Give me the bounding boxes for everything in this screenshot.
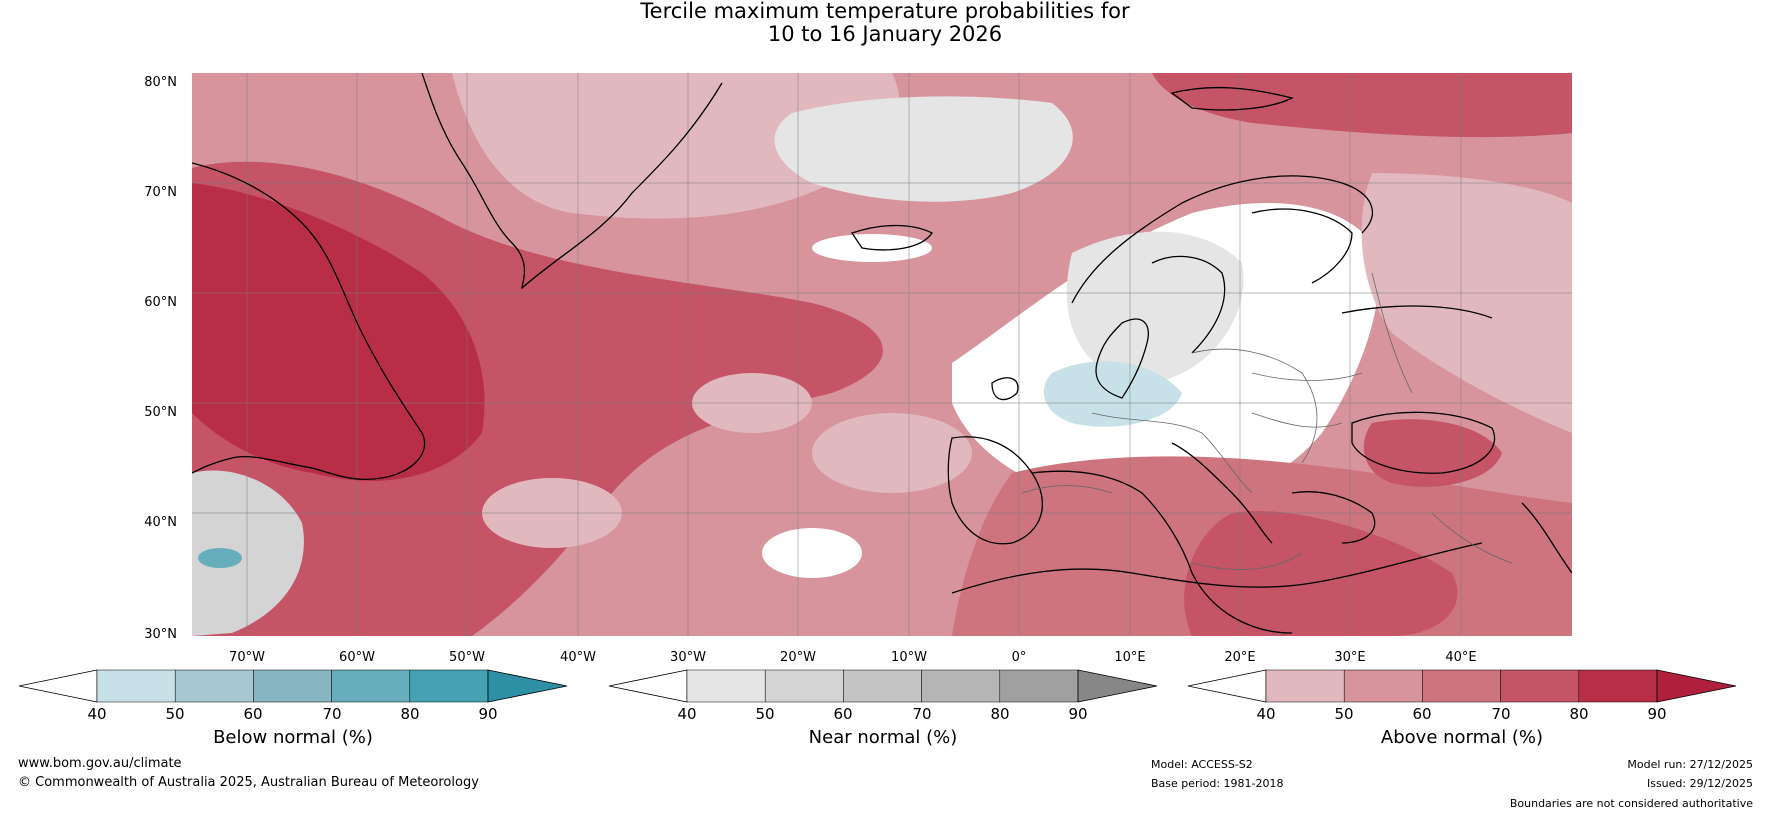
map-field-above-80 xyxy=(192,183,485,481)
legend-below-normal-swatch-2 xyxy=(174,669,254,703)
legend-above-normal-tick-90: 90 xyxy=(1647,705,1667,723)
legend-near-normal-tick-90: 90 xyxy=(1068,705,1088,723)
footer-issued: Issued: 29/12/2025 xyxy=(1646,777,1753,790)
longitude-label-40e: 40°E xyxy=(1445,650,1477,665)
legend-below-normal-tick-70: 70 xyxy=(322,705,342,723)
longitude-label-0: 0° xyxy=(1011,650,1027,665)
legend-above-normal-colorbar xyxy=(1187,669,1737,703)
legend-near-normal-colorbar xyxy=(608,669,1158,703)
legend-near-normal-extend-low xyxy=(608,669,688,703)
latitude-label-50n: 50°N xyxy=(144,405,177,420)
legend-above-normal-swatch-1 xyxy=(1265,669,1345,703)
legend-near-normal-swatch-1 xyxy=(686,669,766,703)
map-field-above-40-north xyxy=(452,73,900,219)
legend-above-normal-extend-high xyxy=(1656,669,1737,703)
legend-near-normal-swatch-2 xyxy=(764,669,844,703)
footer-model-run: Model run: 27/12/2025 xyxy=(1627,758,1753,771)
map-title-line-1: Tercile maximum temperature probabilitie… xyxy=(640,0,1130,23)
footer-model: Model: ACCESS-S2 xyxy=(1151,758,1253,771)
longitude-label-60w: 60°W xyxy=(339,650,375,665)
footer-disclaimer: Boundaries are not considered authoritat… xyxy=(1509,797,1753,810)
legend-near-normal-tick-60: 60 xyxy=(833,705,853,723)
legend-below-normal-title: Below normal (%) xyxy=(213,727,373,748)
legend-above-normal-swatch-4 xyxy=(1500,669,1580,703)
legend-below-normal: 40 50 60 70 80 90 Below normal (%) xyxy=(18,668,568,750)
map-patch-atlantic-2 xyxy=(812,413,972,493)
legend-below-normal-tick-80: 80 xyxy=(400,705,420,723)
longitude-label-40w: 40°W xyxy=(560,650,596,665)
legend-below-normal-tick-60: 60 xyxy=(243,705,263,723)
legend-above-normal-tick-60: 60 xyxy=(1412,705,1432,723)
legend-near-normal-tick-70: 70 xyxy=(912,705,932,723)
legend-above-normal-title: Above normal (%) xyxy=(1380,727,1544,748)
legend-above-normal-swatch-2 xyxy=(1343,669,1423,703)
legend-near-normal-swatch-5 xyxy=(999,669,1079,703)
footer-website-link[interactable]: www.bom.gov.au/climate xyxy=(18,756,182,771)
map-field-above-70-arctic xyxy=(1152,73,1572,138)
map-title-line-2: 10 to 16 January 2026 xyxy=(767,22,1003,46)
legend-above-normal-tick-40: 40 xyxy=(1256,705,1276,723)
legend-below-normal-extend-low xyxy=(18,669,98,703)
probability-map xyxy=(192,73,1572,636)
longitude-label-70w: 70°W xyxy=(229,650,265,665)
longitude-label-30w: 30°W xyxy=(670,650,706,665)
latitude-label-30n: 30°N xyxy=(144,627,177,642)
map-country-borders xyxy=(1021,272,1513,570)
legend-near-normal-tick-80: 80 xyxy=(990,705,1010,723)
legend-near-normal-title: Near normal (%) xyxy=(808,727,958,748)
legend-near-normal-tick-40: 40 xyxy=(677,705,697,723)
longitude-label-50w: 50°W xyxy=(449,650,485,665)
legend-below-normal-swatch-3 xyxy=(253,669,332,703)
legend-below-normal-swatch-5 xyxy=(409,669,489,703)
legend-below-normal-tick-50: 50 xyxy=(165,705,185,723)
legend-above-normal-tick-70: 70 xyxy=(1491,705,1511,723)
legend-below-normal-tick-90: 90 xyxy=(478,705,498,723)
map-field-above-70-north-africa xyxy=(1184,511,1458,636)
footer-copyright: © Commonwealth of Australia 2025, Austra… xyxy=(18,775,479,790)
map-field-near-normal-north xyxy=(774,96,1073,202)
legend-near-normal-swatch-4 xyxy=(921,669,1001,703)
latitude-label-70n: 70°N xyxy=(144,185,177,200)
legend-near-normal-extend-high xyxy=(1077,669,1158,703)
legend-below-normal-tick-40: 40 xyxy=(87,705,107,723)
probability-map-canvas xyxy=(192,73,1572,636)
legend-near-normal-swatch-3 xyxy=(843,669,922,703)
longitude-label-30e: 30°E xyxy=(1334,650,1366,665)
legend-near-normal: 40 50 60 70 80 90 Near normal (%) xyxy=(608,668,1158,750)
legend-below-normal-extend-high xyxy=(487,669,568,703)
footer-base-period: Base period: 1981-2018 xyxy=(1151,777,1284,790)
map-patch-atlantic-3 xyxy=(762,528,862,578)
map-field-near-normal-southwest xyxy=(192,470,304,636)
map-coastlines xyxy=(192,73,1572,634)
latitude-label-40n: 40°N xyxy=(144,515,177,530)
legend-above-normal-tick-80: 80 xyxy=(1569,705,1589,723)
longitude-label-20w: 20°W xyxy=(780,650,816,665)
legend-above-normal: 40 50 60 70 80 90 Above normal (%) xyxy=(1187,668,1737,750)
legend-above-normal-tick-50: 50 xyxy=(1334,705,1354,723)
map-field-below-normal-southwest xyxy=(198,548,242,568)
map-patch-iceland xyxy=(812,234,932,262)
longitude-label-20e: 20°E xyxy=(1224,650,1256,665)
legend-above-normal-extend-low xyxy=(1187,669,1267,703)
legend-below-normal-swatch-1 xyxy=(96,669,176,703)
legend-near-normal-tick-50: 50 xyxy=(755,705,775,723)
map-field-above-40-east xyxy=(1361,173,1572,433)
longitude-label-10w: 10°W xyxy=(891,650,927,665)
latitude-label-60n: 60°N xyxy=(144,295,177,310)
legend-above-normal-swatch-5 xyxy=(1578,669,1658,703)
latitude-label-80n: 80°N xyxy=(144,75,177,90)
legend-above-normal-swatch-3 xyxy=(1422,669,1501,703)
legend-below-normal-swatch-4 xyxy=(331,669,411,703)
longitude-label-10e: 10°E xyxy=(1114,650,1146,665)
legend-below-normal-colorbar xyxy=(18,669,568,703)
